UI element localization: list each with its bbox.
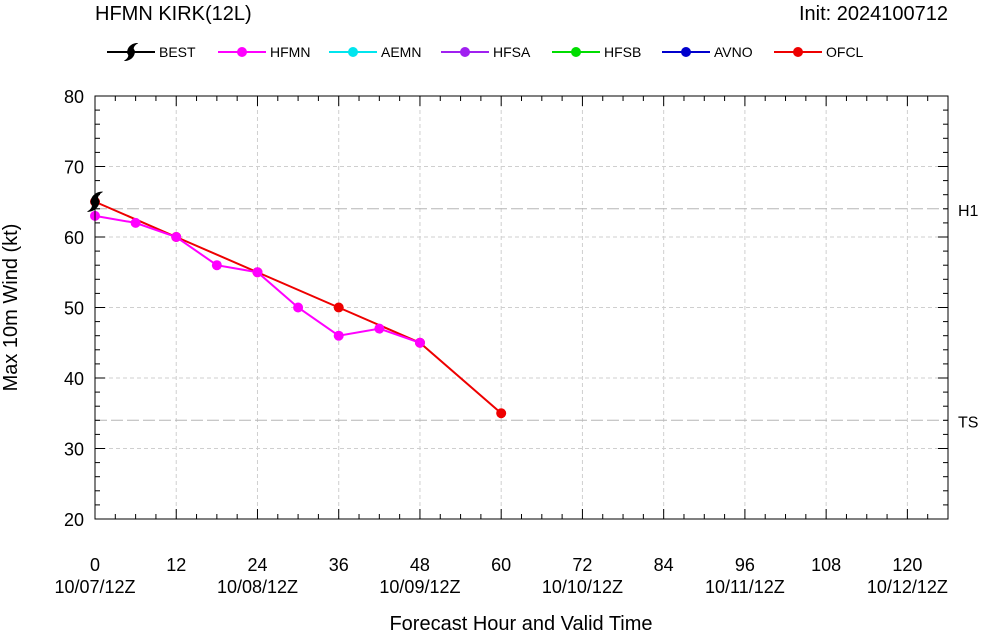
- x-tick-label-96: 96: [735, 555, 755, 575]
- series-layer: [86, 191, 507, 419]
- x-valid-time-label-0: 10/07/12Z: [54, 577, 135, 597]
- ofcl-point-5: [496, 408, 507, 419]
- x-tick-label-36: 36: [329, 555, 349, 575]
- legend-label-best: BEST: [159, 44, 196, 60]
- x-valid-time-label-3: 10/10/12Z: [542, 577, 623, 597]
- legend-marker-avno: [681, 47, 691, 57]
- hfmn-point-8: [414, 337, 425, 348]
- hfmn-point-5: [293, 302, 304, 313]
- x-axis-label: Forecast Hour and Valid Time: [389, 613, 652, 632]
- y-axis-label: Max 10m Wind (kt): [0, 224, 22, 392]
- y-tick-label-60: 60: [64, 228, 84, 248]
- x-valid-time-label-5: 10/12/12Z: [867, 577, 948, 597]
- y-tick-label-40: 40: [64, 369, 84, 389]
- legend-marker-aemn: [348, 47, 358, 57]
- legend-marker-hfsb: [571, 47, 581, 57]
- hfmn-point-1: [130, 217, 141, 228]
- legend-marker-ofcl: [793, 47, 803, 57]
- legend-label-ofcl: OFCL: [826, 44, 864, 60]
- grid-lines: [95, 96, 948, 519]
- x-valid-time-label-4: 10/11/12Z: [705, 577, 785, 597]
- legend-label-hfsa: HFSA: [493, 44, 531, 60]
- legend-hurricane-icon-eye: [127, 48, 135, 56]
- x-tick-label-0: 0: [90, 555, 100, 575]
- legend-marker-hfmn: [237, 47, 247, 57]
- reference-label-ts: TS: [958, 414, 978, 431]
- hfmn-point-3: [211, 260, 222, 271]
- reference-lines: H1 TS: [95, 203, 979, 431]
- hfmn-point-4: [252, 267, 263, 278]
- hfmn-point-6: [333, 330, 344, 341]
- legend-hurricane-icon-arms: [123, 43, 139, 61]
- x-valid-time-label-2: 10/09/12Z: [379, 577, 460, 597]
- x-tick-label-84: 84: [654, 555, 674, 575]
- x-tick-label-24: 24: [247, 555, 267, 575]
- x-tick-label-12: 12: [166, 555, 186, 575]
- series-line-ofcl: [94, 200, 502, 415]
- x-tick-label-48: 48: [410, 555, 430, 575]
- y-tick-label-80: 80: [64, 87, 84, 107]
- init-time-label: Init: 2024100712: [799, 3, 948, 25]
- reference-label-h1: H1: [958, 203, 979, 220]
- x-tick-label-108: 108: [811, 555, 841, 575]
- ofcl-point-3: [333, 302, 344, 313]
- x-tick-label-72: 72: [572, 555, 592, 575]
- y-tick-label-20: 20: [64, 510, 84, 530]
- legend-label-hfsb: HFSB: [604, 44, 641, 60]
- x-tick-label-60: 60: [491, 555, 511, 575]
- y-tick-label-30: 30: [64, 440, 84, 460]
- legend-label-hfmn: HFMN: [270, 44, 310, 60]
- hfmn-point-7: [374, 323, 385, 334]
- legend-label-avno: AVNO: [714, 44, 753, 60]
- legend: BEST HFMN AEMN HFSA HFSB AVNO OFCL: [107, 43, 864, 61]
- legend-label-aemn: AEMN: [381, 44, 421, 60]
- y-tick-label-50: 50: [64, 299, 84, 319]
- legend-hurricane-icon: [123, 43, 139, 61]
- legend-marker-hfsa: [460, 47, 470, 57]
- x-tick-label-120: 120: [892, 555, 922, 575]
- chart-title: HFMN KIRK(12L): [95, 3, 252, 25]
- hfmn-point-2: [171, 232, 182, 242]
- axes: 0 12 24 36 48 60 72 84 96 108 120 10/07/12Z 10/08/12…: [54, 87, 949, 597]
- x-valid-time-label-1: 10/08/12Z: [217, 577, 298, 597]
- y-tick-label-70: 70: [64, 158, 84, 178]
